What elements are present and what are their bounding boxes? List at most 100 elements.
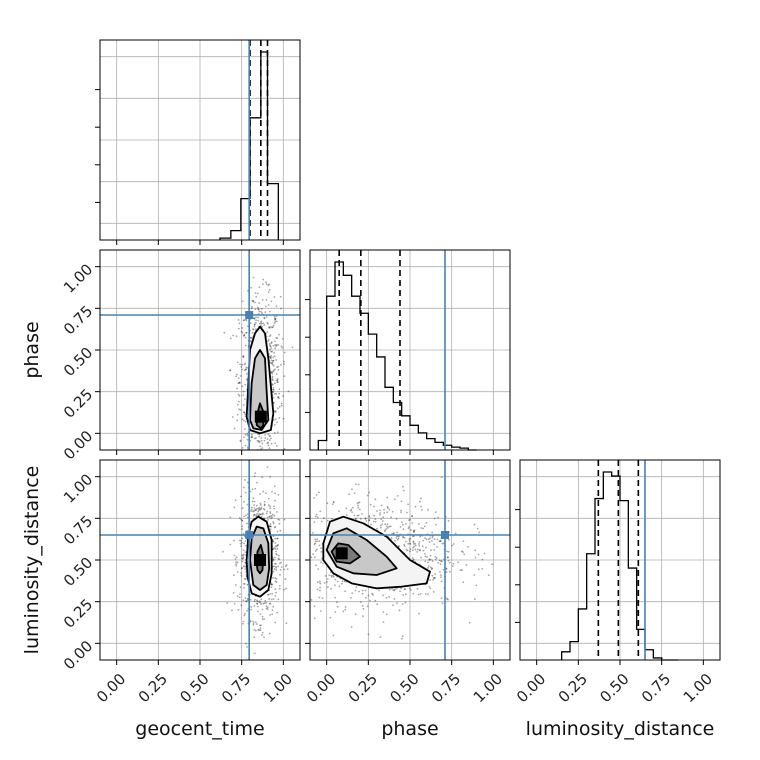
sample-point <box>249 620 252 623</box>
sample-point <box>246 516 249 519</box>
sample-point <box>243 398 246 401</box>
sample-point <box>223 331 226 334</box>
sample-point <box>277 369 280 371</box>
sample-point <box>238 517 241 519</box>
sample-point <box>350 596 352 599</box>
sample-point <box>332 574 334 577</box>
sample-point <box>254 621 257 624</box>
sample-point <box>293 576 295 578</box>
sample-point <box>258 624 261 627</box>
x-axis-label-geocent_time: geocent_time <box>135 718 264 740</box>
sample-point <box>259 493 262 495</box>
sample-point <box>295 555 297 557</box>
sample-point <box>351 592 354 595</box>
sample-point <box>272 356 275 359</box>
sample-point <box>281 346 284 349</box>
sample-point <box>271 592 274 595</box>
sample-point <box>251 299 254 302</box>
sample-point <box>233 506 236 509</box>
sample-point <box>361 604 364 607</box>
sample-point <box>272 522 275 525</box>
x-tick-label: 0.00 <box>93 670 129 706</box>
sample-point <box>300 534 302 536</box>
sample-point <box>399 590 401 593</box>
sample-point <box>257 306 259 309</box>
sample-point <box>251 500 254 503</box>
sample-point <box>259 629 262 632</box>
sample-point <box>386 507 389 510</box>
sample-point <box>316 538 319 541</box>
sample-point <box>241 363 244 366</box>
sample-point <box>446 597 448 600</box>
sample-point <box>473 598 476 601</box>
sample-point <box>232 592 235 594</box>
sample-point <box>304 548 306 550</box>
sample-point <box>291 493 293 495</box>
sample-point <box>254 629 257 632</box>
sample-point <box>242 355 245 357</box>
sample-point <box>491 563 493 566</box>
sample-point <box>432 591 435 593</box>
sample-point <box>233 554 236 557</box>
sample-point <box>427 538 430 541</box>
sample-point <box>263 618 266 621</box>
sample-point <box>237 377 240 380</box>
sample-point <box>434 573 437 575</box>
sample-point <box>357 506 360 509</box>
sample-point <box>431 540 433 542</box>
sample-point <box>253 317 256 320</box>
sample-point <box>278 532 280 534</box>
sample-point <box>264 311 267 314</box>
sample-point <box>361 592 364 595</box>
sample-point <box>257 509 260 512</box>
sample-point <box>258 513 261 515</box>
sample-point <box>386 511 388 514</box>
sample-point <box>274 317 277 320</box>
sample-point <box>270 371 273 373</box>
sample-point <box>385 613 388 616</box>
sample-point <box>313 543 316 546</box>
sample-point <box>273 568 276 570</box>
sample-point <box>409 589 412 591</box>
sample-point <box>272 370 275 373</box>
sample-point <box>259 513 262 516</box>
sample-point <box>246 503 249 506</box>
sample-point <box>256 455 258 457</box>
sample-point <box>319 582 322 585</box>
x-tick-label: 1.00 <box>260 670 296 706</box>
sample-point <box>246 583 249 586</box>
sample-point <box>271 376 274 379</box>
sample-point <box>278 584 281 587</box>
sample-point <box>267 504 270 507</box>
sample-point <box>271 350 273 353</box>
sample-point <box>255 504 258 507</box>
sample-point <box>385 527 388 530</box>
sample-point <box>315 564 317 567</box>
sample-point <box>283 518 286 521</box>
sample-point <box>285 622 288 625</box>
sample-point <box>241 507 244 509</box>
sample-point <box>274 340 276 343</box>
sample-point <box>383 508 385 511</box>
sample-point <box>243 515 246 518</box>
sample-point <box>246 522 249 525</box>
sample-point <box>279 529 282 532</box>
sample-point <box>242 583 245 585</box>
x-tick-label: 0.50 <box>386 670 422 706</box>
sample-point <box>427 508 429 511</box>
sample-point <box>316 548 318 551</box>
sample-point <box>263 316 266 319</box>
sample-point <box>269 528 272 531</box>
sample-point <box>405 523 407 525</box>
sample-point <box>242 390 245 393</box>
sample-point <box>265 283 268 285</box>
sample-point <box>257 308 260 311</box>
sample-point <box>256 292 259 295</box>
sample-point <box>276 553 278 556</box>
sample-point <box>315 513 318 516</box>
sample-point <box>321 597 324 600</box>
sample-point <box>250 506 253 509</box>
sample-point <box>273 546 276 549</box>
sample-point <box>282 395 284 397</box>
sample-point <box>263 602 266 605</box>
